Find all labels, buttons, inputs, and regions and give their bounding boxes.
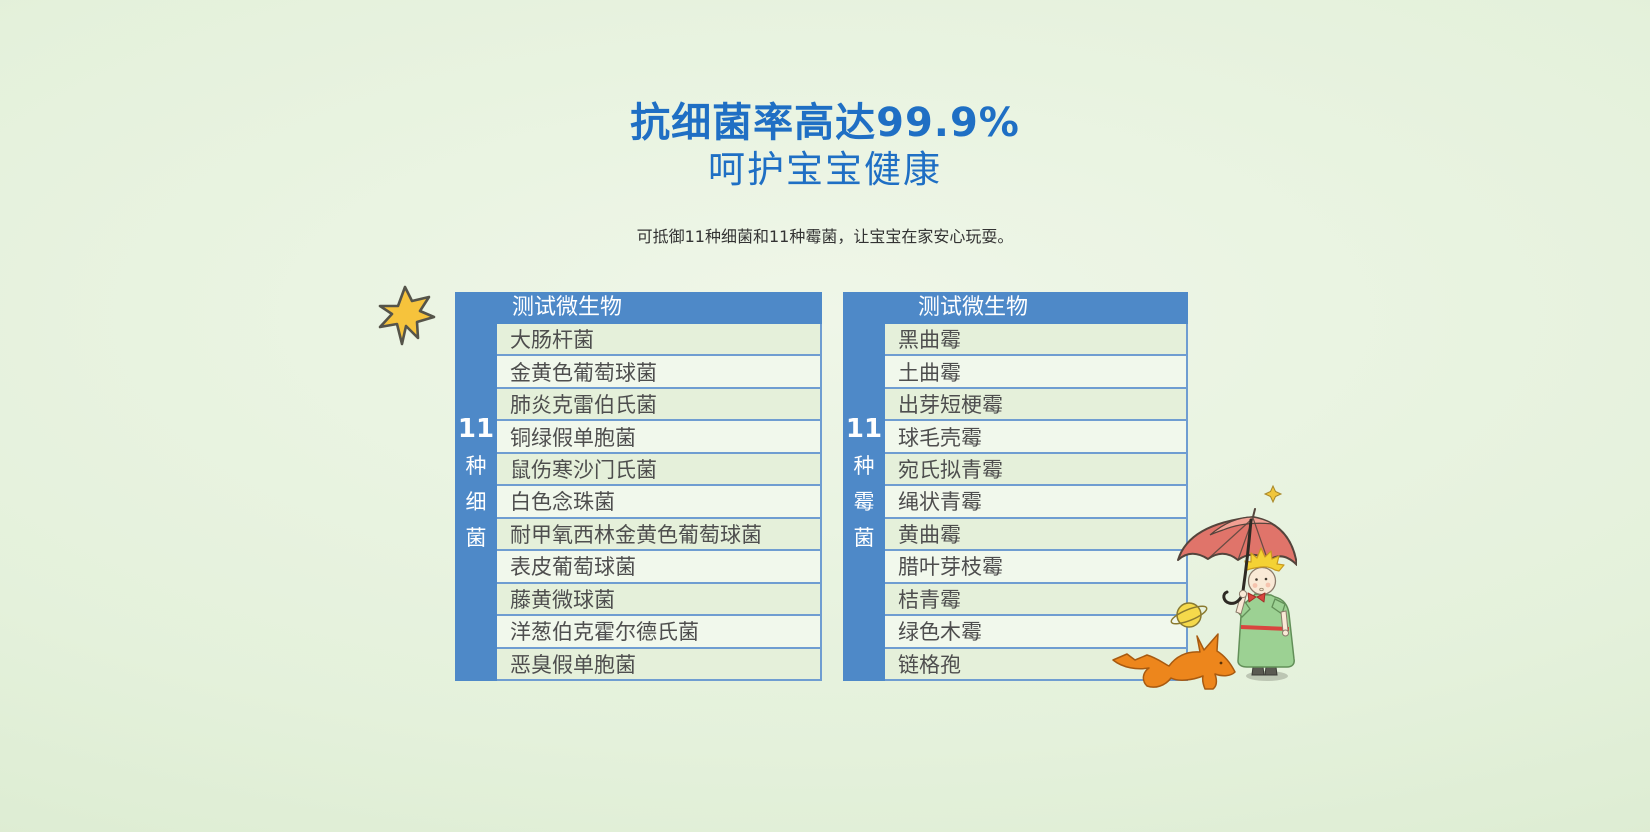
side-label-char: 菌 — [465, 525, 487, 550]
mold-table-header: 测试微生物 — [843, 292, 1188, 324]
page-description: 可抵御11种细菌和11种霉菌，让宝宝在家安心玩耍。 — [636, 227, 1014, 246]
side-label-char: 11 — [845, 413, 883, 444]
little-prince-illustration — [1112, 484, 1297, 690]
table-row: 肺炎克雷伯氏菌 — [497, 386, 820, 420]
bacteria-table-header: 测试微生物 — [455, 292, 822, 324]
planet-icon — [1170, 602, 1208, 628]
bacteria-table-body: 11 种细菌 大肠杆菌 金黄色葡萄球菌 肺炎克雷伯氏菌 铜绿假单胞菌 鼠伤寒沙门氏菌 白色念… — [455, 324, 822, 681]
bacteria-count-side-label: 11 种细菌 — [455, 324, 497, 681]
mold-table-header-label: 测试微生物 — [918, 295, 1029, 320]
table-row: 白色念珠菌 — [497, 484, 820, 517]
table-row: 黑曲霉 — [885, 324, 1186, 355]
table-row: 宛氏拟青霉 — [885, 451, 1186, 485]
table-row: 黄曲霉 — [885, 516, 1186, 550]
side-label-char: 细 — [465, 489, 487, 514]
table-row: 金黄色葡萄球菌 — [497, 354, 820, 387]
table-row: 铜绿假单胞菌 — [497, 419, 820, 452]
mold-count-side-label: 11 种霉菌 — [843, 324, 885, 681]
page-title: 抗细菌率高达99.9% — [630, 100, 1020, 146]
mold-table: 测试微生物 11 种霉菌 黑曲霉 土曲霉 出芽短梗霉 球毛壳霉 宛氏拟青霉 绳状青霉 黄曲霉腊… — [843, 292, 1188, 681]
bacteria-table-rows: 大肠杆菌 金黄色葡萄球菌 肺炎克雷伯氏菌 铜绿假单胞菌 鼠伤寒沙门氏菌 白色念珠菌 耐甲氧西… — [497, 324, 822, 681]
side-label-char: 种 — [853, 453, 875, 478]
mold-table-body: 11 种霉菌 黑曲霉 土曲霉 出芽短梗霉 球毛壳霉 宛氏拟青霉 绳状青霉 黄曲霉 腊叶芽枝霉 桔青… — [843, 324, 1188, 681]
side-label-char: 种 — [465, 453, 487, 478]
bacteria-table: 测试微生物 11 种细菌 大肠杆菌 金黄色葡萄球菌 肺炎克雷伯氏菌 铜绿假单胞菌 鼠伤寒沙… — [455, 292, 822, 681]
umbrella-handle — [1222, 518, 1253, 605]
table-row: 恶臭假单胞菌 — [497, 646, 820, 679]
bacteria-table-header-label: 测试微生物 — [512, 295, 623, 320]
fox-icon — [1112, 633, 1236, 690]
table-row: 球毛壳霉 — [885, 419, 1186, 452]
table-row: 洋葱伯克霍尔德氏菌 — [497, 614, 820, 647]
little-prince-boy — [1235, 547, 1295, 681]
side-label-char: 霉 — [853, 489, 875, 514]
table-row: 大肠杆菌 — [497, 324, 820, 355]
table-row: 表皮葡萄球菌 — [497, 549, 820, 582]
table-row: 鼠伤寒沙门氏菌 — [497, 451, 820, 485]
mold-table-rows: 黑曲霉 土曲霉 出芽短梗霉 球毛壳霉 宛氏拟青霉 绳状青霉 黄曲霉 腊叶芽枝霉 桔青霉 绿色木霉链… — [885, 324, 1188, 681]
table-row: 绳状青霉 — [885, 484, 1186, 517]
sparkle-icon — [1263, 484, 1283, 504]
table-row: 绿色木霉 — [885, 614, 1186, 647]
side-label-char: 菌 — [853, 525, 875, 550]
umbrella-icon — [1177, 508, 1297, 566]
table-row: 耐甲氧西林金黄色葡萄球菌 — [497, 516, 820, 550]
page-subtitle: 呵护宝宝健康 — [708, 148, 942, 191]
side-label-char: 11 — [457, 413, 495, 444]
table-row: 出芽短梗霉 — [885, 386, 1186, 420]
table-row: 桔青霉 — [885, 581, 1186, 615]
star-icon — [378, 285, 436, 346]
table-row: 藤黄微球菌 — [497, 581, 820, 615]
table-row: 腊叶芽枝霉 — [885, 549, 1186, 582]
table-row: 土曲霉 — [885, 354, 1186, 387]
